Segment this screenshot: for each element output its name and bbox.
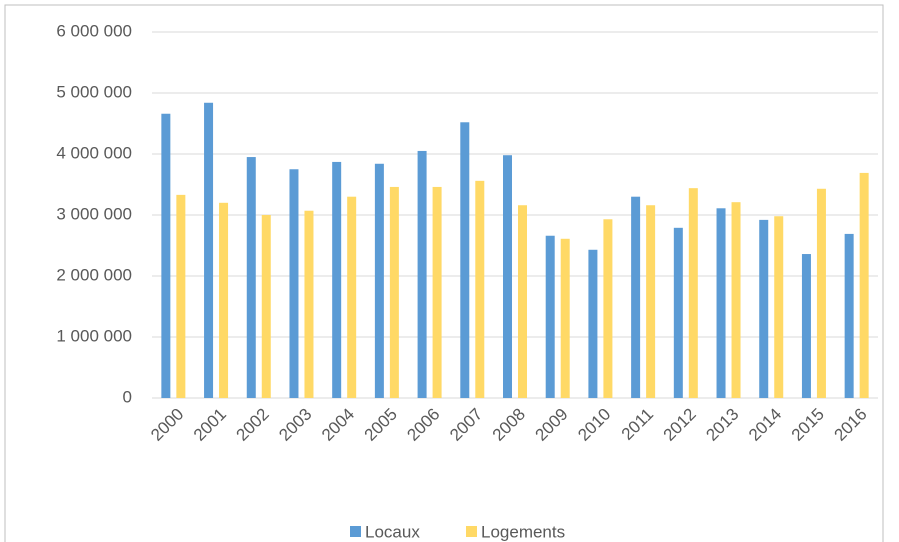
- y-tick-label: 6 000 000: [56, 21, 132, 40]
- bar: [673, 227, 683, 398]
- bar: [204, 102, 214, 398]
- chart-frame: [4, 4, 884, 542]
- bar: [347, 196, 357, 398]
- legend-label: Logements: [481, 522, 565, 541]
- bar: [374, 163, 384, 398]
- y-tick-label: 3 000 000: [56, 204, 132, 223]
- legend-swatch: [350, 526, 361, 537]
- y-tick-label: 1 000 000: [56, 326, 132, 345]
- bar: [816, 188, 826, 398]
- bar: [161, 113, 171, 399]
- y-tick-label: 2 000 000: [56, 265, 132, 284]
- bar: [460, 122, 470, 398]
- bar: [389, 186, 399, 398]
- bar: [759, 219, 769, 398]
- y-tick-label: 5 000 000: [56, 82, 132, 101]
- bar: [289, 169, 299, 398]
- y-tick-label: 0: [123, 387, 132, 406]
- bar: [417, 150, 427, 398]
- bar: [716, 208, 726, 398]
- bar: [801, 254, 811, 398]
- bar: [646, 205, 656, 398]
- bar: [304, 210, 314, 398]
- bar: [631, 196, 641, 398]
- bar: [432, 186, 442, 398]
- y-tick-label: 4 000 000: [56, 143, 132, 162]
- bar: [588, 249, 598, 398]
- bar: [475, 180, 485, 398]
- bar: [859, 172, 869, 398]
- bar: [560, 238, 570, 398]
- bar: [545, 235, 555, 398]
- bar: [503, 155, 512, 398]
- bar: [603, 219, 613, 398]
- legend-swatch: [466, 526, 477, 537]
- bar: [774, 216, 784, 398]
- bar: [731, 202, 741, 398]
- bar: [518, 205, 527, 398]
- bar: [219, 202, 229, 398]
- bar: [176, 194, 186, 398]
- bar: [844, 233, 854, 398]
- bar: [246, 157, 256, 398]
- bar: [332, 161, 342, 398]
- bar: [261, 215, 271, 398]
- bar: [688, 188, 698, 398]
- legend-label: Locaux: [365, 522, 420, 541]
